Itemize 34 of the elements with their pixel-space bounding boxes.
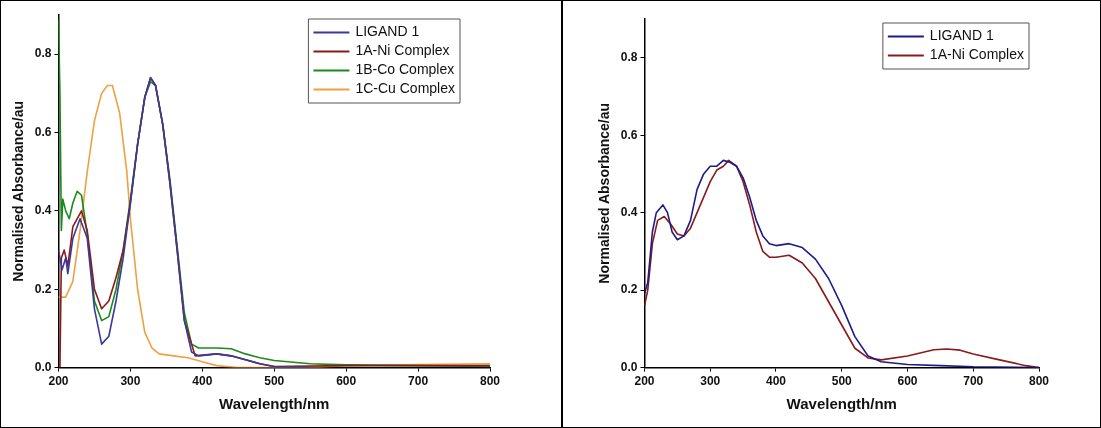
x-tick-label: 400	[192, 374, 213, 389]
y-tick-label: 0.0	[620, 359, 638, 374]
x-tick-label: 200	[48, 374, 69, 389]
x-tick-label: 700	[963, 374, 984, 389]
y-tick-label: 0.6	[620, 127, 638, 142]
x-axis-title: Wavelength/nm	[786, 395, 897, 413]
y-tick-label: 0.8	[620, 50, 638, 65]
x-tick-label: 800	[1028, 374, 1050, 389]
x-axis-title: Wavelength/nm	[219, 395, 330, 413]
legend-label: 1A-Ni Complex	[929, 46, 1024, 63]
legend-label: 1B-Co Complex	[355, 61, 455, 78]
x-tick-label: 300	[700, 374, 721, 389]
x-tick-label: 800	[479, 374, 501, 389]
x-tick-label: 300	[120, 374, 141, 389]
x-tick-label: 400	[765, 374, 787, 389]
x-tick-label: 500	[264, 374, 285, 389]
y-tick-label: 0.6	[34, 124, 52, 139]
x-tick-label: 500	[831, 374, 853, 389]
y-tick-label: 0.2	[620, 282, 638, 297]
x-tick-label: 600	[336, 374, 357, 389]
y-tick-label: 0.0	[34, 359, 52, 374]
legend-label: LIGAND 1	[929, 27, 994, 44]
legend-label: LIGAND 1	[355, 23, 420, 40]
x-tick-label: 700	[408, 374, 429, 389]
y-axis-title: Normalised Absorbance/au	[10, 100, 27, 282]
x-tick-label: 600	[897, 374, 918, 389]
legend-label: 1A-Ni Complex	[355, 42, 450, 59]
legend-label: 1C-Cu Complex	[355, 80, 456, 97]
y-tick-label: 0.2	[34, 281, 52, 296]
y-tick-label: 0.8	[34, 46, 52, 61]
y-tick-label: 0.4	[620, 204, 638, 219]
x-tick-label: 200	[634, 374, 655, 389]
y-axis-title: Normalised Absorbance/au	[596, 102, 613, 284]
y-tick-label: 0.4	[34, 203, 52, 218]
